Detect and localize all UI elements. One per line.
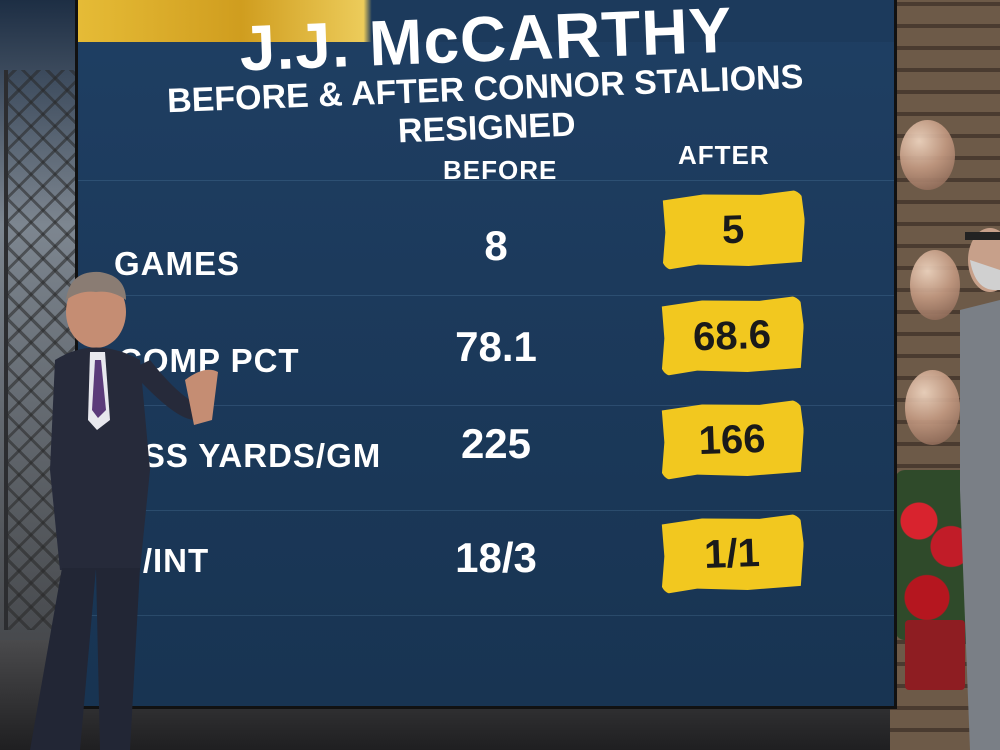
row-label-pass-yards: ASS YARDS/GM [118,437,382,474]
balloon [910,250,960,320]
guest-right [960,228,1000,750]
after-highlight-games: 5 [660,190,807,271]
divider [78,295,894,296]
after-value-pass-yards: 166 [697,416,767,463]
flower-pot [905,620,965,690]
before-value-pass-yards: 225 [460,420,532,467]
before-value-comp-pct: 78.1 [455,323,537,370]
balloon [905,370,960,445]
column-header-after: AFTER [678,140,770,170]
before-value-games: 8 [484,222,508,269]
lighting-truss [4,70,82,630]
divider [78,615,894,616]
row-label-comp-pct: COMP PCT [118,342,300,379]
stats-screen: J.J. McCARTHY BEFORE & AFTER CONNOR STAL… [78,0,894,706]
after-highlight-td-int: 1/1 [659,514,806,595]
after-highlight-comp-pct: 68.6 [659,296,806,377]
divider [78,180,894,181]
divider [78,405,894,406]
after-value-games: 5 [721,207,745,252]
balloon [900,120,955,190]
after-value-td-int: 1/1 [703,530,761,577]
row-label-td-int: D/INT [118,542,210,579]
after-highlight-pass-yards: 166 [659,400,806,481]
header-art [78,0,894,42]
divider [78,510,894,511]
row-label-games: GAMES [114,245,241,282]
before-value-td-int: 18/3 [455,534,537,581]
column-header-before: BEFORE [443,155,558,185]
after-value-comp-pct: 68.6 [692,312,772,359]
poinsettia-plant [895,470,975,640]
